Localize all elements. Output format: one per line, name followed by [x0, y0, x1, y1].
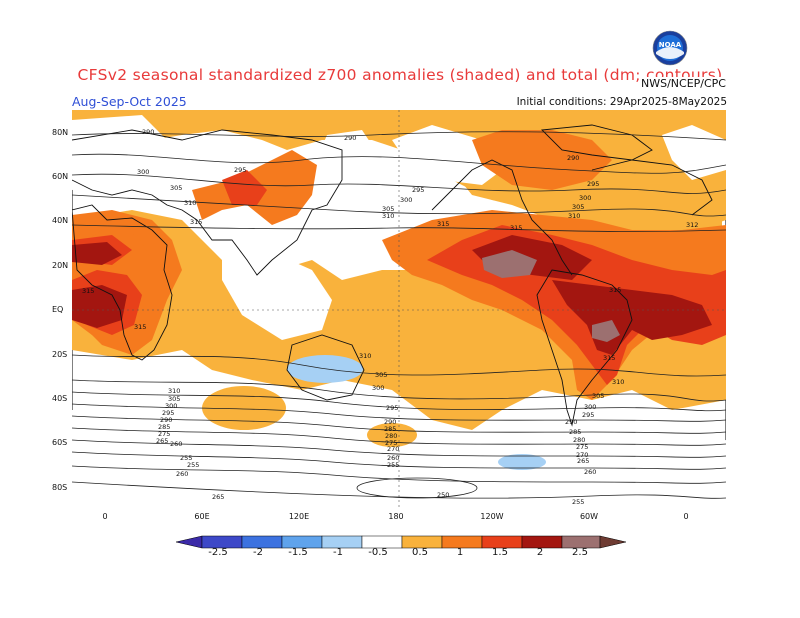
colorbar-label: -2.5: [208, 547, 228, 558]
contour-label: 315: [437, 220, 449, 228]
contour-label: 310: [568, 212, 580, 220]
contour-label: 310: [168, 387, 180, 395]
lat-label: 20S: [52, 350, 68, 359]
contour-label: 290: [384, 418, 396, 426]
contour-label: 275: [158, 430, 170, 438]
colorbar-label: -0.5: [368, 547, 388, 558]
lon-label: 0: [683, 512, 689, 521]
contour-label: 305: [572, 203, 584, 211]
contour-label: 312: [686, 221, 698, 229]
anomaly-map: 290 290 290 300 295 305 310 315 295 300 …: [72, 110, 726, 508]
contour-label: 255: [180, 454, 192, 462]
colorbar-label: -1: [333, 547, 343, 558]
contour-label: 285: [158, 423, 170, 431]
contour-label: 300: [579, 194, 591, 202]
contour-label: 265: [212, 493, 224, 501]
lon-label: 60W: [579, 512, 599, 521]
anomaly-shading-extreme: [482, 250, 620, 342]
contour-label: 290: [160, 416, 172, 424]
contour-label: 300: [137, 168, 149, 176]
contour-label: 300: [400, 196, 412, 204]
colorbar-label: 0.5: [412, 547, 428, 558]
contour-label: 315: [603, 354, 615, 362]
colorbar-label: 1: [456, 547, 464, 558]
forecast-period: Aug-Sep-Oct 2025: [72, 94, 187, 109]
contour-label: 285: [384, 425, 396, 433]
contour-label: 280: [573, 436, 585, 444]
contour-label: 290: [565, 418, 577, 426]
agency-label: NWS/NCEP/CPC: [640, 77, 727, 90]
logo-text: NOAA: [659, 41, 682, 49]
lat-label: 80S: [52, 483, 68, 492]
contour-label: 275: [385, 439, 397, 447]
contour-label: 265: [577, 457, 589, 465]
contour-label: 295: [582, 411, 594, 419]
lon-label: 120W: [480, 512, 504, 521]
contour-label: 275: [576, 443, 588, 451]
contour-label: 300: [372, 384, 384, 392]
lon-label: 60E: [194, 512, 210, 521]
contour-label: 295: [587, 180, 599, 188]
contour-label: 295: [412, 186, 424, 194]
lat-label: 20N: [52, 261, 69, 270]
contour-label: 265: [156, 437, 168, 445]
contour-label: 310: [382, 212, 394, 220]
contour-label: 315: [134, 323, 146, 331]
initial-conditions: Initial conditions: 29Apr2025-8May2025: [516, 96, 727, 108]
noaa-logo: NOAA: [652, 30, 688, 66]
contour-label: 315: [609, 286, 621, 294]
contour-label: 310: [612, 378, 624, 386]
lat-label: 60N: [52, 172, 69, 181]
contour-label: 260: [584, 468, 596, 476]
contour-label: 260: [176, 470, 188, 478]
contour-label: 305: [375, 371, 387, 379]
contour-label: 305: [168, 395, 180, 403]
contour-label: 255: [572, 498, 584, 506]
colorbar-label: 2.5: [572, 547, 588, 558]
grid-lines: [72, 110, 726, 508]
contour-label: 310: [359, 352, 371, 360]
contour-label: 255: [387, 461, 399, 469]
contour-labels: 290 290 290 300 295 305 310 315 295 300 …: [82, 128, 698, 506]
contour-label: 305: [592, 392, 604, 400]
colorbar: [176, 535, 626, 549]
contour-label: 300: [165, 402, 177, 410]
lat-label: 40N: [52, 216, 69, 225]
lon-label: 0: [102, 512, 108, 521]
contour-label: 305: [382, 205, 394, 213]
contour-label: 315: [82, 287, 94, 295]
contour-label: 270: [387, 445, 399, 453]
lat-label: 40S: [52, 394, 68, 403]
contour-label: 255: [187, 461, 199, 469]
lat-label: 80N: [52, 128, 69, 137]
contour-label: 260: [387, 454, 399, 462]
contour-label: 315: [190, 218, 202, 226]
lat-label: EQ: [52, 305, 64, 314]
contour-label: 280: [385, 432, 397, 440]
contour-label: 285: [569, 428, 581, 436]
colorbar-label: -1.5: [288, 547, 308, 558]
contour-label: 270: [576, 451, 588, 459]
contour-label: 295: [234, 166, 246, 174]
lon-label: 120E: [288, 512, 310, 521]
height-contours: [72, 131, 726, 499]
contour-label: 295: [386, 404, 398, 412]
lat-label: 60S: [52, 438, 68, 447]
contour-label: 290: [344, 134, 356, 142]
colorbar-label: 2: [536, 547, 544, 558]
coastlines: [72, 124, 713, 427]
contour-label: 290: [567, 154, 579, 162]
contour-label: 250: [437, 491, 449, 499]
contour-label: 260: [170, 440, 182, 448]
contour-label: 290: [142, 128, 154, 136]
contour-label: 300: [584, 403, 596, 411]
contour-label: 315: [510, 224, 522, 232]
contour-label: 295: [162, 409, 174, 417]
contour-label: 310: [184, 199, 196, 207]
lon-label: 180: [388, 512, 404, 521]
colorbar-label: 1.5: [492, 547, 508, 558]
map-title: CFSv2 seasonal standardized z700 anomali…: [77, 66, 723, 84]
contour-label: 305: [170, 184, 182, 192]
colorbar-label: -2: [253, 547, 263, 558]
